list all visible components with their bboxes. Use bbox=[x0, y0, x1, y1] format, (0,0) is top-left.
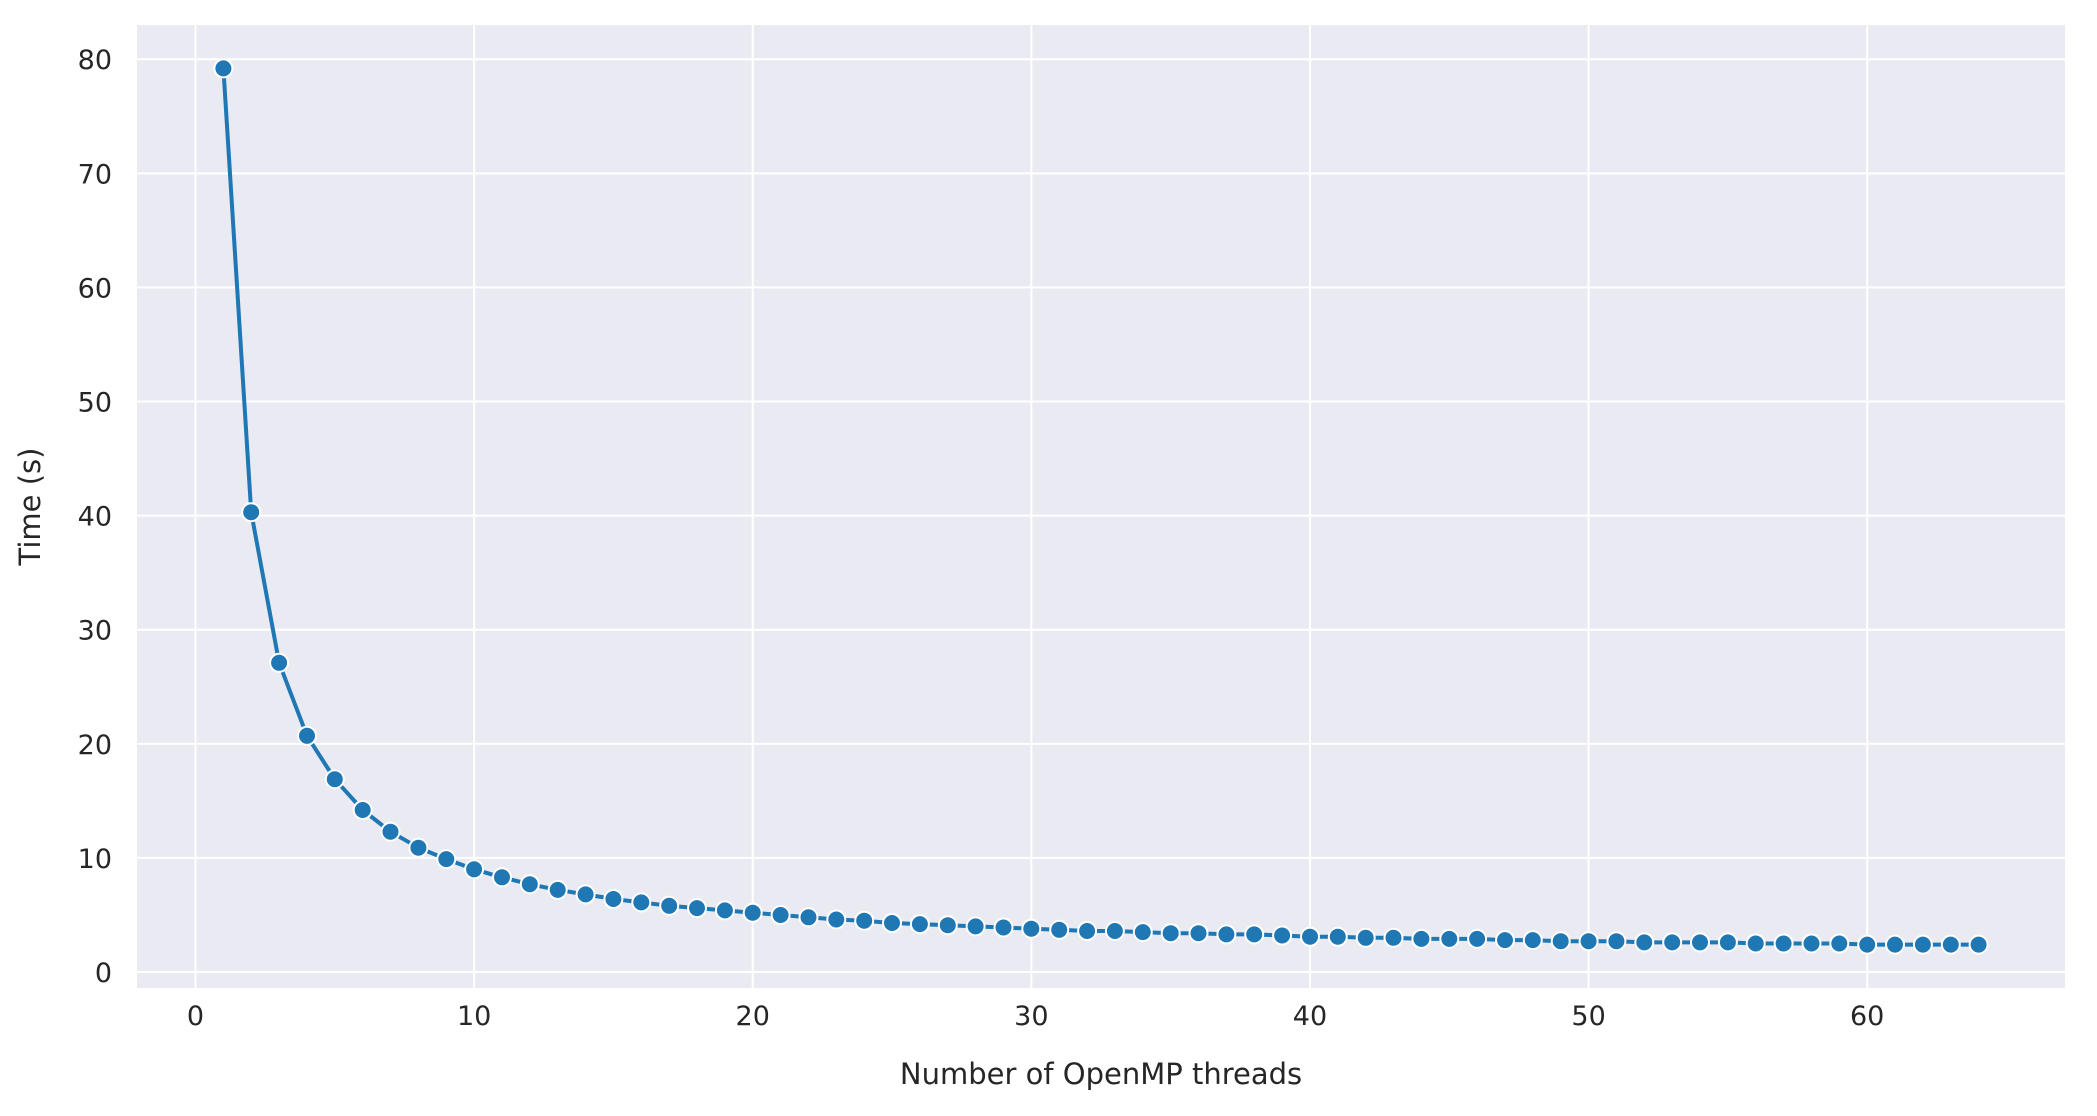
data-point bbox=[798, 907, 819, 928]
data-point bbox=[380, 821, 401, 842]
data-point bbox=[352, 800, 373, 820]
y-tick-label: 0 bbox=[95, 958, 112, 989]
y-tick-label: 10 bbox=[78, 844, 112, 875]
data-point bbox=[1132, 922, 1153, 943]
data-point bbox=[659, 895, 680, 916]
data-point bbox=[1188, 923, 1209, 944]
y-tick-label: 80 bbox=[78, 45, 112, 76]
data-point bbox=[1578, 931, 1599, 952]
data-point bbox=[631, 892, 652, 913]
data-point bbox=[1717, 932, 1738, 953]
data-point bbox=[1690, 932, 1710, 953]
x-tick-label: 10 bbox=[457, 1001, 491, 1032]
data-point bbox=[1355, 927, 1376, 948]
plot-background bbox=[137, 25, 2065, 988]
y-tick-label: 70 bbox=[78, 159, 112, 190]
data-point bbox=[269, 652, 290, 673]
data-point bbox=[241, 502, 262, 523]
data-point bbox=[742, 902, 763, 923]
series-line-group bbox=[221, 66, 1981, 947]
data-point bbox=[324, 769, 345, 790]
data-point bbox=[1940, 934, 1961, 955]
data-point bbox=[408, 837, 429, 858]
data-point bbox=[1773, 933, 1794, 954]
data-point bbox=[1300, 926, 1320, 947]
data-point bbox=[1662, 932, 1683, 953]
data-point bbox=[519, 874, 540, 895]
data-point bbox=[1522, 930, 1543, 951]
data-point bbox=[1383, 927, 1404, 948]
x-tick-label: 40 bbox=[1293, 1001, 1327, 1032]
x-tick-label: 20 bbox=[736, 1001, 770, 1032]
data-point bbox=[965, 916, 986, 937]
data-point bbox=[1160, 923, 1181, 944]
data-point bbox=[1801, 933, 1822, 954]
data-point bbox=[1104, 921, 1125, 941]
x-tick-label: 50 bbox=[1571, 1001, 1605, 1032]
data-point bbox=[1829, 933, 1850, 954]
data-point bbox=[575, 884, 596, 905]
data-point bbox=[1244, 924, 1265, 945]
data-point bbox=[993, 917, 1014, 938]
data-point bbox=[297, 725, 317, 746]
data-point bbox=[1077, 921, 1098, 941]
data-point bbox=[1968, 934, 1989, 955]
data-point bbox=[1857, 934, 1878, 955]
data-point bbox=[1327, 926, 1348, 947]
data-point bbox=[909, 914, 930, 935]
data-point bbox=[464, 859, 485, 880]
data-point bbox=[714, 900, 735, 921]
grid-lines bbox=[137, 25, 2065, 988]
y-axis-label: Time (s) bbox=[13, 448, 47, 567]
data-point bbox=[1885, 934, 1905, 955]
data-point bbox=[687, 898, 707, 919]
y-tick-label: 50 bbox=[78, 388, 112, 419]
data-point bbox=[603, 889, 624, 909]
data-point bbox=[1745, 933, 1766, 954]
data-point bbox=[1912, 934, 1933, 955]
data-point bbox=[1550, 931, 1571, 952]
data-point bbox=[213, 58, 234, 79]
data-point bbox=[1049, 919, 1070, 940]
data-point bbox=[770, 905, 791, 925]
data-point bbox=[492, 867, 512, 888]
x-axis-ticks: 0 10 20 30 40 50 60 bbox=[187, 1001, 1884, 1032]
data-point bbox=[1634, 932, 1655, 953]
data-point bbox=[1467, 928, 1488, 949]
y-tick-label: 20 bbox=[78, 730, 112, 761]
x-tick-label: 60 bbox=[1850, 1001, 1884, 1032]
data-point bbox=[854, 910, 875, 931]
series-markers-group bbox=[213, 58, 1989, 955]
data-point bbox=[1216, 924, 1237, 945]
y-tick-label: 40 bbox=[78, 502, 112, 533]
data-point bbox=[937, 915, 958, 936]
y-axis-ticks: 0 10 20 30 40 50 60 70 80 bbox=[78, 45, 112, 989]
x-tick-label: 0 bbox=[187, 1001, 204, 1032]
y-tick-label: 60 bbox=[78, 273, 112, 304]
y-tick-label: 30 bbox=[78, 616, 112, 647]
data-point bbox=[436, 849, 457, 870]
data-point bbox=[1439, 928, 1460, 949]
series-line bbox=[221, 66, 1981, 947]
data-point bbox=[1495, 930, 1515, 951]
data-point bbox=[826, 909, 847, 930]
data-point bbox=[1272, 925, 1293, 946]
x-tick-label: 30 bbox=[1014, 1001, 1048, 1032]
data-point bbox=[547, 879, 568, 900]
x-axis-label: Number of OpenMP threads bbox=[900, 1057, 1302, 1091]
data-point bbox=[1606, 931, 1627, 952]
data-point bbox=[1021, 918, 1042, 939]
data-point bbox=[882, 913, 902, 933]
data-point bbox=[1411, 928, 1432, 949]
